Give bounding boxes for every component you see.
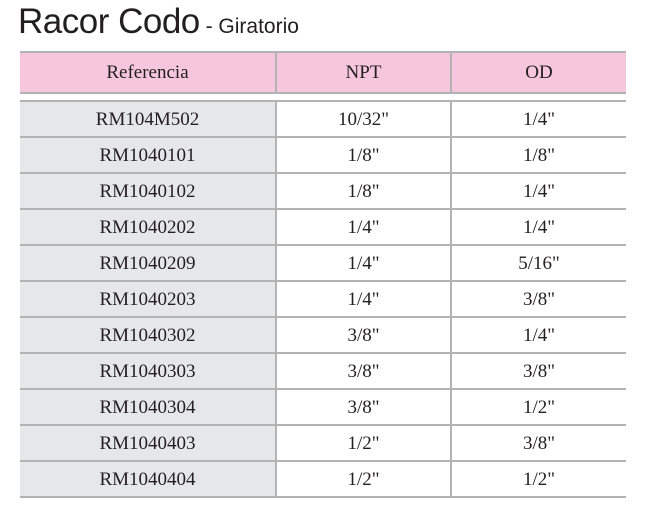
cell-npt: 10/32" xyxy=(275,102,450,136)
cell-od: 1/2" xyxy=(450,462,626,496)
cell-npt: 3/8" xyxy=(275,390,450,424)
table-row: RM1040101 1/8" 1/8" xyxy=(20,138,626,174)
cell-npt: 1/4" xyxy=(275,210,450,244)
cell-od: 1/4" xyxy=(450,318,626,352)
table-row: RM104M502 10/32" 1/4" xyxy=(20,102,626,138)
page-title: Racor Codo - Giratorio xyxy=(18,2,299,49)
cell-referencia: RM1040404 xyxy=(20,462,275,496)
table-row: RM1040209 1/4" 5/16" xyxy=(20,246,626,282)
cell-referencia: RM1040403 xyxy=(20,426,275,460)
cell-referencia: RM1040304 xyxy=(20,390,275,424)
cell-referencia: RM104M502 xyxy=(20,102,275,136)
table-row: RM1040302 3/8" 1/4" xyxy=(20,318,626,354)
cell-od: 3/8" xyxy=(450,282,626,316)
header-referencia: Referencia xyxy=(20,53,275,92)
table-row: RM1040403 1/2" 3/8" xyxy=(20,426,626,462)
cell-npt: 1/2" xyxy=(275,426,450,460)
cell-referencia: RM1040303 xyxy=(20,354,275,388)
cell-referencia: RM1040202 xyxy=(20,210,275,244)
cell-referencia: RM1040102 xyxy=(20,174,275,208)
table-row: RM1040304 3/8" 1/2" xyxy=(20,390,626,426)
cell-npt: 1/8" xyxy=(275,174,450,208)
cell-od: 1/4" xyxy=(450,102,626,136)
cell-npt: 3/8" xyxy=(275,354,450,388)
cell-npt: 1/2" xyxy=(275,462,450,496)
cell-referencia: RM1040101 xyxy=(20,138,275,172)
cell-npt: 1/4" xyxy=(275,246,450,280)
cell-od: 1/8" xyxy=(450,138,626,172)
table-row: RM1040303 3/8" 3/8" xyxy=(20,354,626,390)
cell-od: 3/8" xyxy=(450,354,626,388)
spec-table: Referencia NPT OD RM104M502 10/32" 1/4" RM1… xyxy=(20,51,626,498)
cell-referencia: RM1040209 xyxy=(20,246,275,280)
cell-npt: 1/4" xyxy=(275,282,450,316)
title-subtitle: - Giratorio xyxy=(199,15,299,38)
cell-od: 1/4" xyxy=(450,210,626,244)
table-header-row: Referencia NPT OD xyxy=(20,51,626,94)
cell-referencia: RM1040302 xyxy=(20,318,275,352)
cell-od: 5/16" xyxy=(450,246,626,280)
table-body: RM104M502 10/32" 1/4" RM1040101 1/8" 1/8" RM10… xyxy=(20,100,626,498)
cell-npt: 1/8" xyxy=(275,138,450,172)
cell-npt: 3/8" xyxy=(275,318,450,352)
header-npt: NPT xyxy=(275,53,450,92)
header-od: OD xyxy=(450,53,626,92)
table-row: RM1040102 1/8" 1/4" xyxy=(20,174,626,210)
cell-od: 1/2" xyxy=(450,390,626,424)
title-main: Racor Codo xyxy=(18,2,200,41)
cell-od: 1/4" xyxy=(450,174,626,208)
table-row: RM1040404 1/2" 1/2" xyxy=(20,462,626,498)
cell-referencia: RM1040203 xyxy=(20,282,275,316)
table-row: RM1040203 1/4" 3/8" xyxy=(20,282,626,318)
cell-od: 3/8" xyxy=(450,426,626,460)
table-row: RM1040202 1/4" 1/4" xyxy=(20,210,626,246)
